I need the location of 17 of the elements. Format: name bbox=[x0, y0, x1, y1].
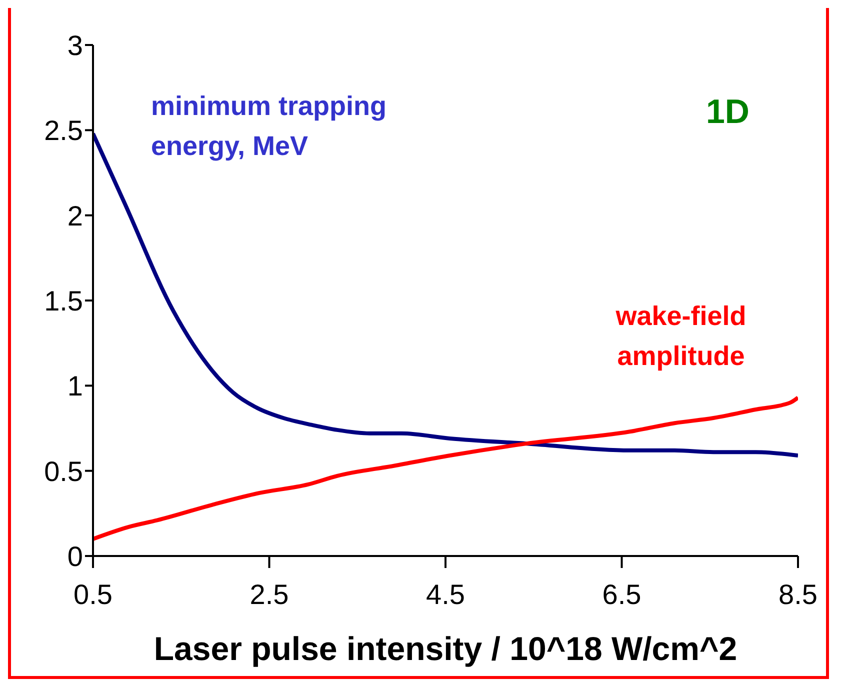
y-tick-label: 3 bbox=[67, 30, 83, 61]
x-tick-label: 2.5 bbox=[250, 578, 289, 610]
x-tick-label: 8.5 bbox=[778, 578, 818, 610]
x-tick-label: 6.5 bbox=[602, 578, 642, 610]
line-series bbox=[93, 396, 798, 541]
y-tick-label: 0.5 bbox=[44, 456, 83, 487]
y-tick-label: 1.5 bbox=[44, 285, 83, 316]
series-label: wake-field amplitude bbox=[614, 300, 748, 373]
y-tick-label: 0 bbox=[67, 540, 83, 572]
series-label: minimum trapping energy, MeV bbox=[151, 90, 388, 163]
y-tick-label: 1 bbox=[67, 370, 83, 402]
y-tick-label: 2 bbox=[67, 200, 83, 232]
x-tick-label: 4.5 bbox=[426, 578, 465, 610]
line-series bbox=[93, 132, 798, 458]
x-axis-title: Laser pulse intensity / 10^18 W/cm^2 bbox=[154, 630, 738, 667]
annotation: 1D bbox=[706, 93, 750, 132]
y-tick-label: 2.5 bbox=[44, 115, 83, 146]
